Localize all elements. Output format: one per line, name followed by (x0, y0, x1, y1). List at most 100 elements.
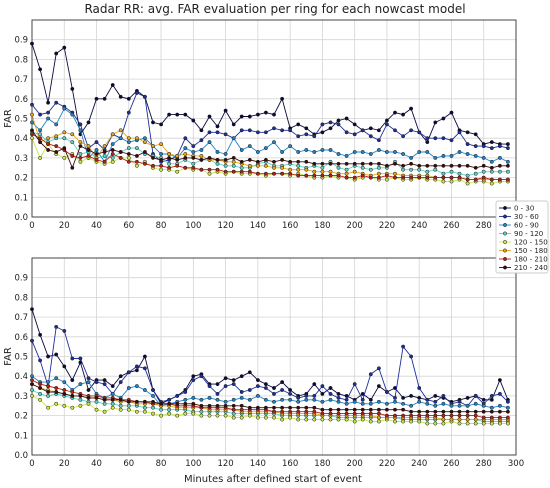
data-point (465, 163, 470, 168)
data-point (118, 374, 123, 379)
series-120-150 (30, 393, 510, 426)
data-point (336, 173, 341, 178)
data-point (78, 152, 83, 156)
data-point (312, 405, 317, 410)
data-point (465, 413, 470, 418)
data-point (368, 152, 373, 156)
data-point (384, 177, 389, 182)
data-point (312, 382, 317, 387)
data-point (263, 415, 268, 420)
data-point (489, 177, 494, 182)
data-point (328, 411, 333, 416)
data-point (191, 144, 196, 149)
x-tick-label: 60 (123, 221, 134, 231)
data-point (296, 173, 301, 178)
data-point (94, 148, 99, 152)
data-point (126, 110, 131, 115)
data-point (231, 159, 236, 164)
data-point (352, 122, 357, 127)
x-tick-label: 240 (411, 221, 427, 231)
legend-entry-label: 180 - 210 (514, 256, 548, 264)
data-point (46, 142, 51, 147)
data-point (393, 399, 397, 404)
data-point (183, 155, 188, 160)
data-point (110, 148, 115, 152)
data-point (272, 415, 276, 420)
data-point (280, 397, 285, 402)
data-point (449, 417, 454, 422)
data-point (142, 388, 147, 392)
data-point (360, 173, 365, 178)
data-point (441, 171, 446, 176)
data-point (223, 413, 228, 418)
data-point (457, 150, 462, 154)
data-point (288, 391, 293, 396)
data-point (497, 163, 502, 168)
data-point (344, 407, 349, 412)
data-point (86, 380, 91, 385)
data-point (288, 415, 293, 420)
data-point (417, 167, 422, 172)
data-point (393, 395, 397, 400)
x-tick-label: 180 (314, 221, 330, 231)
data-point (376, 138, 381, 143)
data-point (102, 96, 107, 101)
data-point (457, 403, 462, 408)
data-point (199, 374, 204, 379)
data-point (481, 409, 486, 414)
data-point (401, 175, 406, 180)
data-point (473, 401, 478, 406)
x-tick-label: 260 (443, 221, 459, 231)
data-point (134, 399, 139, 404)
data-point (247, 405, 252, 410)
data-point (38, 386, 43, 390)
data-point (151, 144, 155, 149)
data-point (489, 146, 494, 151)
data-point (159, 413, 164, 418)
x-tick-label: 0 (29, 459, 34, 469)
data-point (175, 163, 180, 168)
data-point (215, 391, 220, 396)
data-point (280, 171, 285, 176)
data-point (191, 155, 196, 160)
data-point (489, 405, 494, 410)
data-point (231, 382, 236, 387)
data-point (183, 136, 188, 141)
data-point (142, 140, 147, 145)
data-point (320, 407, 325, 412)
data-point (70, 165, 75, 170)
y-tick-label: 0.7 (14, 75, 28, 85)
data-point (239, 395, 244, 400)
y-tick-label: 0.2 (14, 412, 28, 422)
data-point (433, 393, 438, 398)
plot-frame (31, 257, 517, 456)
data-point (304, 417, 309, 422)
data-point (288, 397, 293, 402)
data-point (384, 390, 389, 394)
data-point (86, 120, 91, 125)
data-point (457, 171, 462, 176)
data-point (328, 169, 333, 174)
data-point (70, 86, 75, 91)
data-point (449, 179, 454, 184)
data-point (94, 395, 99, 400)
data-point (142, 150, 147, 154)
data-point (183, 165, 188, 170)
data-point (417, 399, 422, 404)
data-point (175, 393, 180, 398)
data-point (215, 397, 220, 402)
data-point (78, 128, 83, 133)
data-point (312, 409, 317, 414)
data-point (54, 324, 59, 329)
data-point (175, 112, 180, 117)
data-point (62, 130, 67, 135)
data-point (425, 421, 430, 426)
data-point (183, 112, 188, 117)
data-point (255, 378, 260, 383)
data-point (312, 397, 317, 402)
series-60-90 (30, 374, 510, 410)
series-30-60 (30, 324, 510, 408)
data-point (215, 130, 220, 135)
data-point (425, 136, 430, 141)
data-point (199, 157, 204, 162)
